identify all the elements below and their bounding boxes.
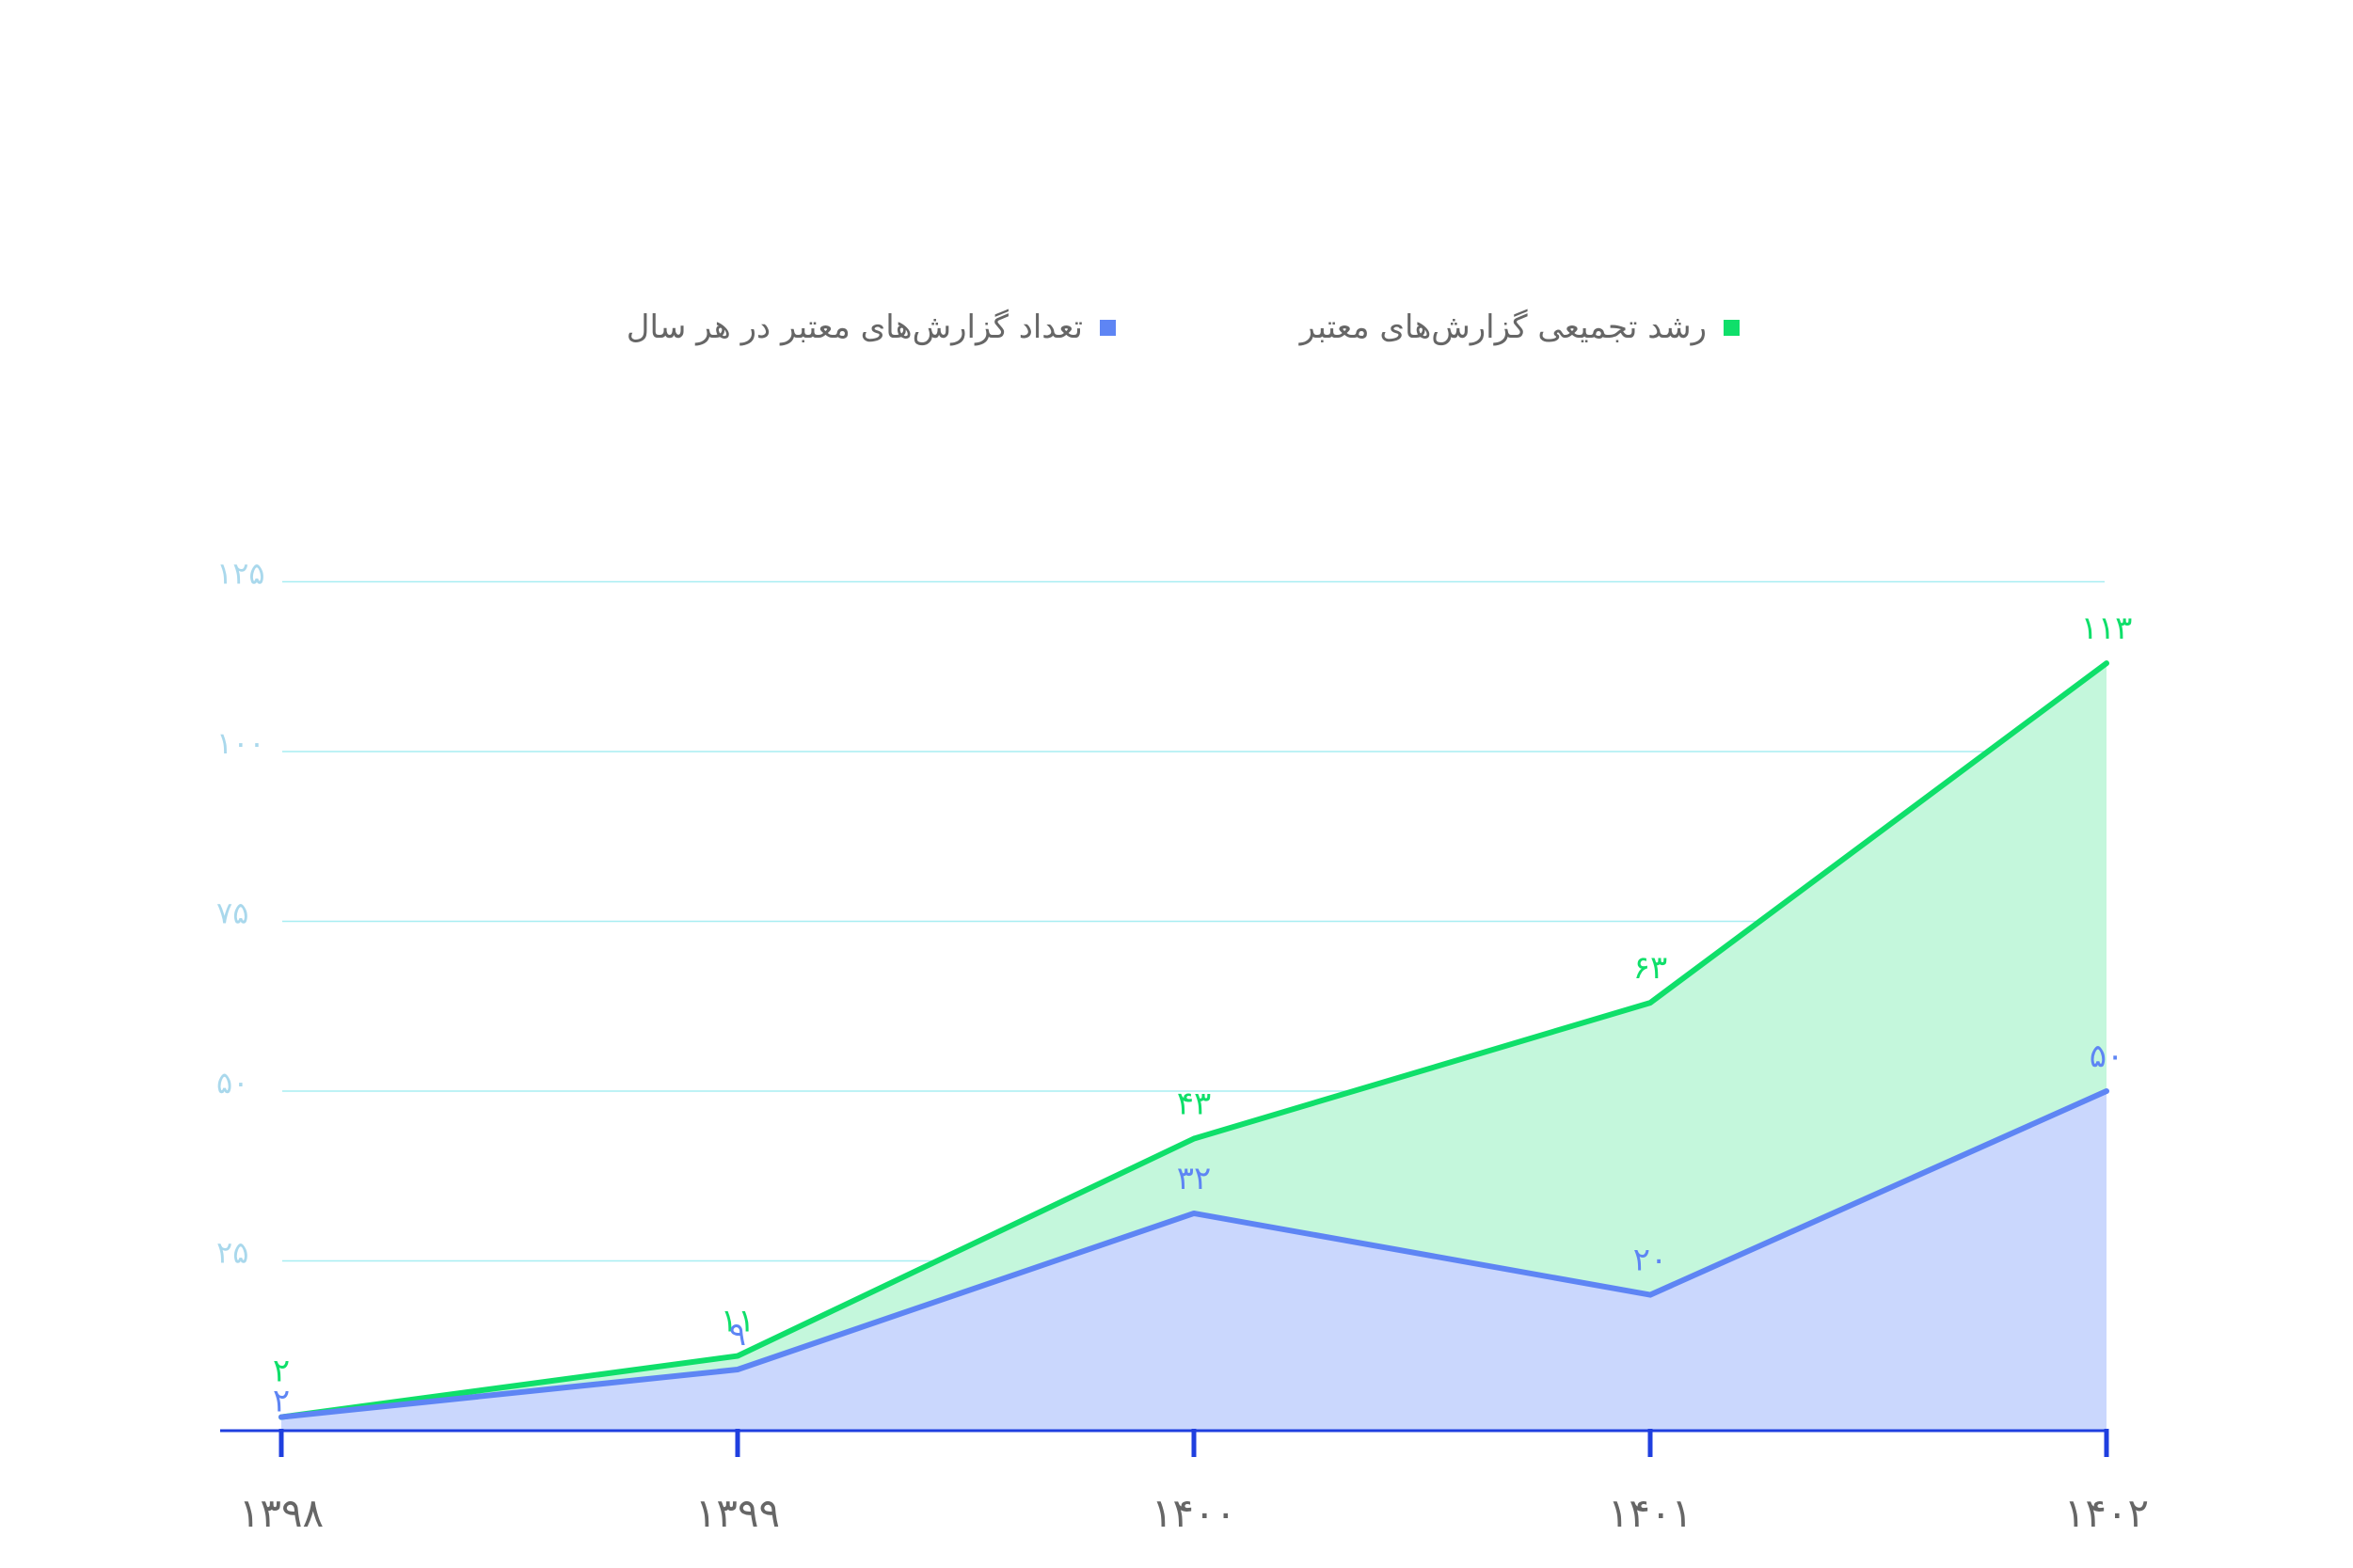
data-label-yearly: ۲ <box>273 1383 290 1420</box>
legend-label-yearly: تعداد گزارش‌های معتبر در هر سال <box>626 309 1083 346</box>
y-tick-label: ۲۵ <box>216 1235 248 1271</box>
data-label-cumulative: ۱۱ <box>721 1303 755 1340</box>
legend-swatch-yearly <box>1100 319 1116 336</box>
legend-swatch-cumulative <box>1724 319 1740 336</box>
x-tick-label: ۱۳۹۹ <box>695 1490 780 1536</box>
area-cumulative <box>281 663 2107 1431</box>
data-label-cumulative: ۲ <box>273 1353 290 1390</box>
x-tick-label: ۱۴۰۲ <box>2064 1490 2149 1536</box>
legend-item-cumulative: رشد تجمیعی گزارش‌های معتبر <box>1300 299 1740 356</box>
legend: رشد تجمیعی گزارش‌های معتبر تعداد گزارش‌ه… <box>0 299 2353 356</box>
y-axis-tick-labels: ۲۵ ۵۰ ۷۵ ۱۰۰ ۱۲۵ <box>216 556 265 1271</box>
y-tick-label: ۷۵ <box>216 895 248 931</box>
data-label-yearly: ۳۲ <box>1177 1160 1212 1197</box>
data-label-yearly: ۵۰ <box>2090 1037 2124 1075</box>
x-tick-label: ۱۳۹۸ <box>239 1490 324 1536</box>
data-label-cumulative: ۱۱۳ <box>2081 610 2133 647</box>
y-tick-label: ۱۰۰ <box>216 725 265 761</box>
data-label-cumulative: ۶۳ <box>1633 949 1668 987</box>
x-tick-label: ۱۴۰۰ <box>1152 1490 1236 1536</box>
data-labels: ۲ ۱۱ ۴۳ ۶۳ ۱۱۳ ۲ ۹ ۳۲ ۲۰ ۵۰ <box>273 610 2133 1419</box>
data-label-cumulative: ۴۳ <box>1177 1085 1212 1123</box>
data-label-yearly: ۲۰ <box>1633 1242 1668 1279</box>
y-tick-label: ۱۲۵ <box>216 556 265 592</box>
line-cumulative <box>278 660 2109 1420</box>
y-tick-label: ۵۰ <box>216 1065 248 1101</box>
series-areas <box>281 663 2107 1431</box>
series-lines <box>278 660 2109 1420</box>
x-tick-label: ۱۴۰۱ <box>1608 1490 1693 1536</box>
x-axis <box>220 1429 2109 1457</box>
legend-label-cumulative: رشد تجمیعی گزارش‌های معتبر <box>1299 309 1707 346</box>
legend-item-yearly: تعداد گزارش‌های معتبر در هر سال <box>627 299 1116 356</box>
line-yearly <box>278 1088 2109 1420</box>
x-axis-tick-labels: ۱۳۹۸ ۱۳۹۹ ۱۴۰۰ ۱۴۰۱ ۱۴۰۲ <box>239 1490 2149 1536</box>
area-yearly <box>281 1091 2107 1431</box>
data-label-yearly: ۹ <box>729 1316 746 1354</box>
